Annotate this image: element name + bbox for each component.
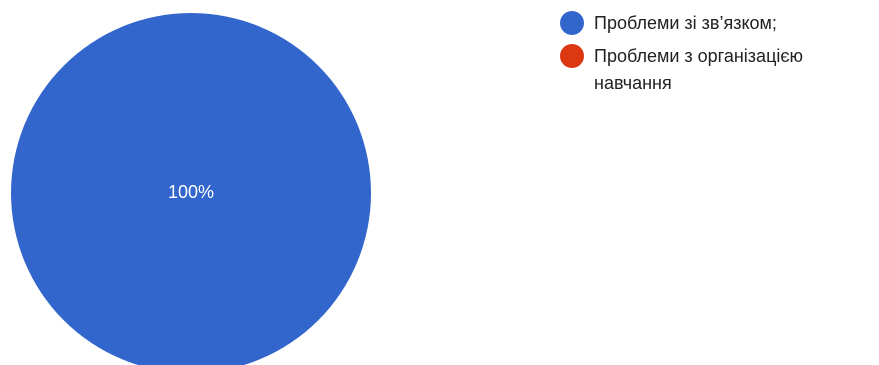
pie-data-label: 100%	[168, 182, 214, 202]
legend-swatch-blue	[560, 11, 584, 35]
legend-label: Проблеми з організацією навчання	[594, 46, 804, 93]
pie-slices	[11, 13, 371, 365]
pie-chart-plot: 100%	[11, 13, 371, 365]
legend-label: Проблеми зі зв’язком;	[594, 13, 777, 33]
pie-slice	[11, 13, 371, 365]
legend-item-organization: Проблеми з організацією навчання	[560, 43, 870, 97]
chart-legend: Проблеми зі зв’язком; Проблеми з організ…	[560, 10, 870, 103]
legend-swatch-red	[560, 44, 584, 68]
legend-item-communication: Проблеми зі зв’язком;	[560, 10, 870, 37]
